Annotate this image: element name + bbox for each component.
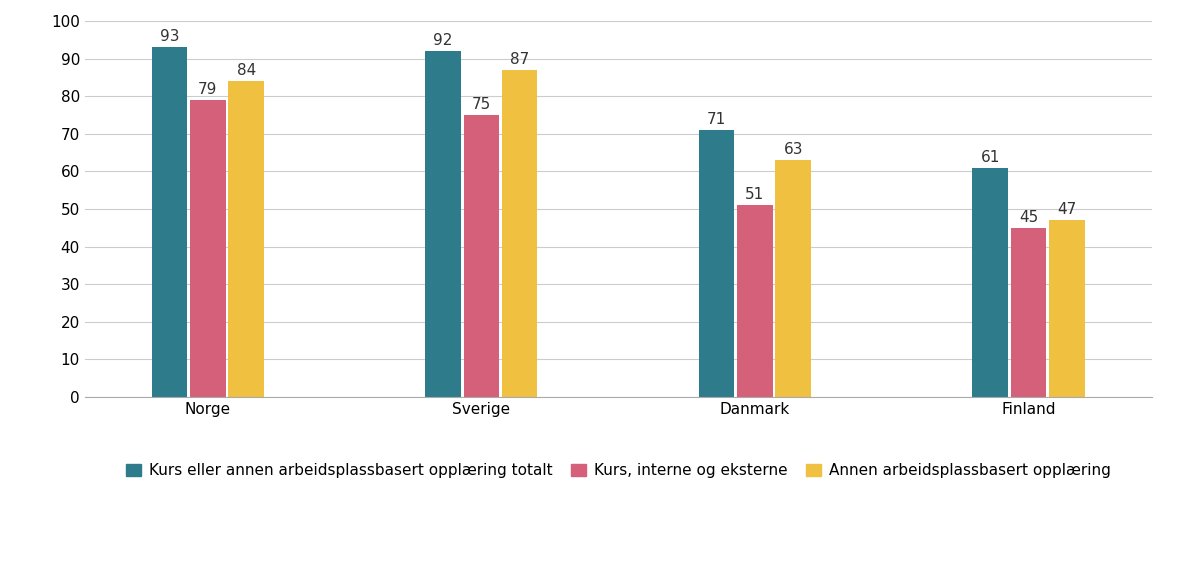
Text: 93: 93	[160, 29, 179, 45]
Text: 71: 71	[707, 112, 726, 127]
Text: 51: 51	[745, 187, 764, 202]
Bar	[463, 115, 499, 397]
Text: 47: 47	[1057, 202, 1076, 217]
Text: 45: 45	[1019, 210, 1038, 225]
Text: 84: 84	[236, 63, 256, 78]
Bar	[972, 168, 1008, 397]
Bar	[502, 70, 538, 397]
Text: 87: 87	[510, 52, 529, 67]
Text: 79: 79	[198, 82, 217, 97]
Text: 63: 63	[784, 142, 803, 157]
Bar	[1010, 228, 1046, 397]
Text: 75: 75	[472, 97, 491, 112]
Bar	[1049, 221, 1085, 397]
Legend: Kurs eller annen arbeidsplassbasert opplæring totalt, Kurs, interne og eksterne,: Kurs eller annen arbeidsplassbasert oppl…	[120, 457, 1116, 484]
Bar	[775, 160, 811, 397]
Bar	[228, 81, 264, 397]
Bar	[737, 205, 773, 397]
Bar	[698, 130, 734, 397]
Text: 61: 61	[980, 149, 1000, 165]
Bar	[190, 100, 226, 397]
Bar	[151, 47, 187, 397]
Bar	[425, 51, 461, 397]
Text: 92: 92	[433, 33, 452, 48]
